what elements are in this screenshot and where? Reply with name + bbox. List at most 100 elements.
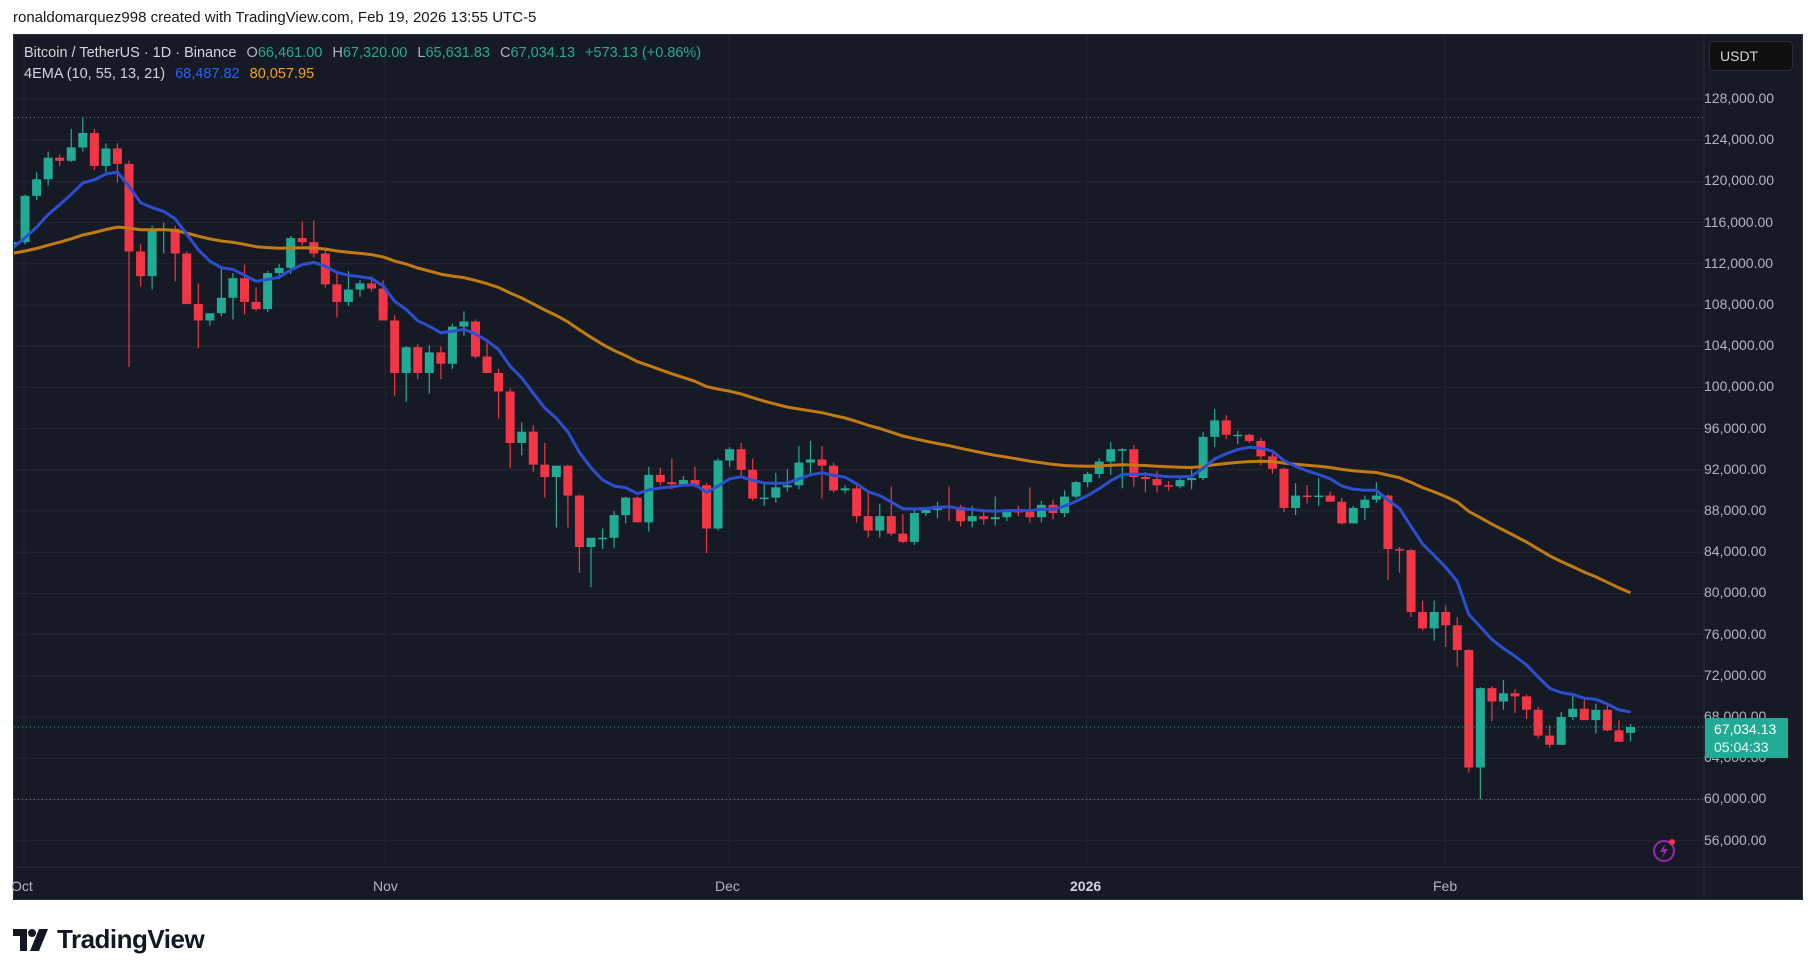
- candle[interactable]: [551, 465, 561, 528]
- symbol-label[interactable]: Bitcoin / TetherUS · 1D · Binance: [24, 45, 237, 61]
- candle[interactable]: [286, 235, 296, 275]
- candle[interactable]: [771, 472, 781, 503]
- candle[interactable]: [1371, 482, 1381, 503]
- candle[interactable]: [933, 501, 942, 519]
- candle[interactable]: [667, 458, 677, 490]
- candle[interactable]: [1556, 711, 1566, 745]
- candle[interactable]: [852, 485, 862, 523]
- candle[interactable]: [1360, 495, 1370, 521]
- candle[interactable]: [921, 508, 931, 517]
- candle[interactable]: [540, 443, 550, 498]
- candle[interactable]: [563, 464, 573, 528]
- candle[interactable]: [736, 443, 746, 478]
- candle[interactable]: [240, 264, 249, 315]
- candle[interactable]: [805, 440, 815, 475]
- currency-button[interactable]: USDT: [1709, 41, 1793, 71]
- candle[interactable]: [1325, 491, 1335, 502]
- candle[interactable]: [436, 346, 446, 380]
- candle[interactable]: [863, 492, 873, 538]
- candle[interactable]: [782, 468, 792, 492]
- candle[interactable]: [471, 319, 480, 359]
- candle[interactable]: [89, 128, 99, 171]
- candle[interactable]: [829, 462, 839, 493]
- candle[interactable]: [909, 507, 919, 545]
- candle[interactable]: [1498, 679, 1508, 710]
- candle[interactable]: [182, 251, 192, 304]
- candle[interactable]: [216, 266, 226, 317]
- candle[interactable]: [517, 422, 527, 456]
- candle[interactable]: [1187, 469, 1197, 490]
- candlestick-chart[interactable]: [14, 35, 1802, 899]
- candle[interactable]: [886, 486, 896, 536]
- candle[interactable]: [193, 283, 203, 349]
- candle[interactable]: [43, 151, 53, 186]
- candle[interactable]: [147, 225, 157, 290]
- candle[interactable]: [1487, 686, 1497, 722]
- candle[interactable]: [586, 537, 596, 588]
- candle[interactable]: [1418, 600, 1428, 631]
- candle[interactable]: [702, 483, 711, 554]
- candle[interactable]: [309, 220, 319, 258]
- candle[interactable]: [840, 485, 850, 494]
- candle[interactable]: [1337, 497, 1347, 525]
- candle[interactable]: [1244, 433, 1254, 444]
- candle[interactable]: [944, 486, 954, 522]
- candle[interactable]: [355, 280, 365, 297]
- candle[interactable]: [401, 346, 411, 402]
- candle[interactable]: [101, 143, 111, 173]
- candle[interactable]: [1314, 478, 1324, 506]
- candle[interactable]: [1441, 605, 1451, 647]
- candle[interactable]: [1198, 431, 1208, 481]
- candle[interactable]: [1406, 549, 1416, 618]
- candle[interactable]: [228, 273, 238, 320]
- candle[interactable]: [1383, 494, 1393, 581]
- candle[interactable]: [759, 483, 769, 506]
- candle[interactable]: [1302, 485, 1312, 504]
- candle[interactable]: [1221, 415, 1231, 439]
- candle[interactable]: [1602, 705, 1612, 732]
- candle[interactable]: [251, 287, 261, 312]
- candle[interactable]: [1591, 703, 1601, 734]
- lightning-alert-icon[interactable]: [1652, 837, 1678, 863]
- candle[interactable]: [621, 496, 631, 524]
- candle[interactable]: [794, 446, 804, 490]
- candle[interactable]: [1452, 617, 1462, 667]
- candle[interactable]: [1522, 694, 1532, 720]
- chart-frame[interactable]: Bitcoin / TetherUS · 1D · Binance O66,46…: [11, 34, 1803, 900]
- candle[interactable]: [205, 313, 215, 326]
- candle[interactable]: [1267, 453, 1277, 474]
- candle[interactable]: [424, 345, 434, 394]
- candle[interactable]: [598, 528, 608, 550]
- candle[interactable]: [979, 509, 989, 525]
- candle[interactable]: [55, 154, 65, 166]
- candle[interactable]: [170, 225, 180, 282]
- candle[interactable]: [609, 511, 619, 549]
- candle[interactable]: [1395, 547, 1404, 573]
- candle[interactable]: [644, 466, 654, 532]
- candle[interactable]: [32, 172, 42, 200]
- indicator-label[interactable]: 4EMA (10, 55, 13, 21): [24, 66, 166, 82]
- candle[interactable]: [124, 160, 134, 367]
- candle[interactable]: [1036, 500, 1046, 523]
- candle[interactable]: [1025, 487, 1035, 523]
- candle[interactable]: [725, 447, 735, 467]
- candle[interactable]: [1614, 720, 1624, 742]
- candle[interactable]: [528, 425, 538, 472]
- candle[interactable]: [263, 271, 273, 313]
- candle[interactable]: [1083, 471, 1093, 488]
- candle[interactable]: [390, 315, 400, 396]
- candle[interactable]: [1533, 706, 1543, 739]
- candle[interactable]: [1279, 467, 1289, 513]
- candle[interactable]: [632, 496, 642, 523]
- candle[interactable]: [1579, 697, 1589, 721]
- candle[interactable]: [78, 117, 88, 152]
- candle[interactable]: [1568, 693, 1578, 721]
- candle[interactable]: [494, 368, 504, 419]
- candle[interactable]: [413, 344, 423, 380]
- candle[interactable]: [1464, 649, 1474, 773]
- candle[interactable]: [482, 341, 492, 373]
- candle[interactable]: [297, 221, 307, 246]
- candle[interactable]: [1071, 481, 1081, 499]
- candle[interactable]: [655, 467, 665, 486]
- candle[interactable]: [459, 311, 469, 336]
